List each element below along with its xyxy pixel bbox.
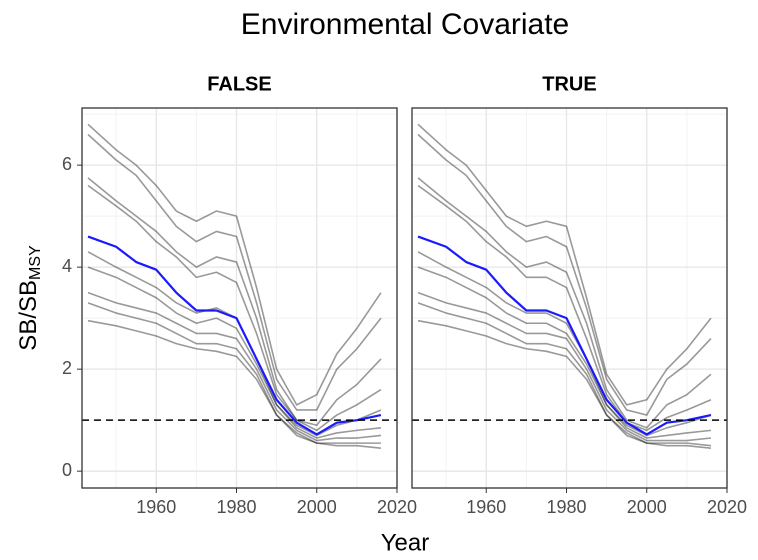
x-tick-label: 2000 — [627, 497, 667, 517]
x-axis-label: Year — [381, 529, 430, 556]
x-tick-label: 2020 — [707, 497, 747, 517]
facet-label: TRUE — [542, 73, 596, 95]
y-tick-label: 4 — [62, 256, 72, 276]
panel-border — [411, 107, 728, 489]
series-line — [417, 123, 712, 406]
series-line — [417, 251, 712, 437]
series-line — [417, 177, 712, 429]
facet-label: FALSE — [207, 73, 271, 95]
series-line — [87, 184, 382, 432]
x-tick-label: 1980 — [216, 497, 256, 517]
x-tick-label: 1960 — [466, 497, 506, 517]
x-tick-label: 1980 — [546, 497, 586, 517]
series-line — [417, 266, 712, 439]
series-line — [417, 235, 712, 436]
series-line — [417, 319, 712, 450]
panel-border — [81, 107, 398, 489]
series-line — [87, 133, 382, 411]
series-line — [87, 291, 382, 442]
y-label-main: SB/SB — [15, 280, 42, 351]
y-tick-label: 2 — [62, 358, 72, 378]
series-line — [417, 291, 712, 442]
chart-title: Environmental Covariate — [241, 8, 570, 41]
y-tick-label: 6 — [62, 154, 72, 174]
series-line — [87, 302, 381, 444]
x-tick-label: 2000 — [297, 497, 337, 517]
series-line — [417, 184, 712, 432]
series-line — [87, 266, 382, 439]
y-label-sub: MSY — [27, 245, 44, 280]
series-line — [417, 133, 712, 416]
series-line — [87, 177, 382, 427]
series-line — [417, 302, 712, 447]
x-tick-label: 2020 — [377, 497, 417, 517]
x-tick-label: 1960 — [136, 497, 176, 517]
series-line — [87, 235, 382, 436]
y-tick-label: 0 — [62, 460, 72, 480]
panel-background — [82, 108, 397, 488]
y-axis-label: SB/SBMSY — [15, 245, 44, 351]
series-line — [87, 319, 382, 450]
panel-background — [412, 108, 727, 488]
series-line — [87, 123, 382, 406]
